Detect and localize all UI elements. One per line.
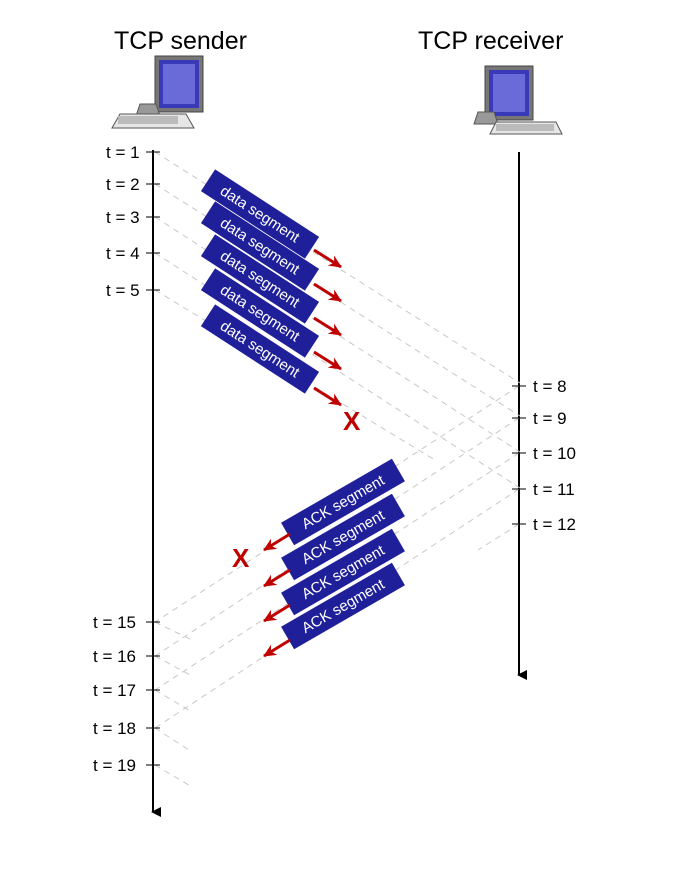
ack-propagation-lines	[154, 385, 520, 788]
sender-title: TCP sender	[114, 27, 247, 55]
sender-tick-label: t = 1	[106, 143, 140, 162]
receiver-tick-label: t = 12	[533, 515, 576, 534]
sender-tick-label: t = 5	[106, 281, 140, 300]
sender-tick-label: t = 2	[106, 175, 140, 194]
sender-tick-label: t = 19	[93, 756, 136, 775]
receiver-computer-icon	[473, 65, 563, 135]
ack-arrow	[263, 532, 291, 552]
ack-arrow	[263, 568, 291, 588]
sender-tick-label: t = 15	[93, 613, 136, 632]
ack-arrow	[263, 603, 291, 623]
sender-tick-label: t = 3	[106, 208, 140, 227]
lost-data-x-mark: X	[343, 406, 361, 436]
sender-tick-label: t = 4	[106, 244, 140, 263]
sender-tick-label: t = 16	[93, 647, 136, 666]
sender-ticks	[146, 151, 160, 766]
data-arrow	[313, 350, 342, 371]
receiver-tick-label: t = 11	[533, 480, 575, 499]
receiver-ticks	[512, 385, 526, 525]
receiver-tick-label: t = 10	[533, 444, 576, 463]
data-arrow	[313, 248, 342, 269]
receiver-title: TCP receiver	[418, 27, 563, 55]
receiver-tick-label: t = 9	[533, 409, 567, 428]
receiver-tick-label: t = 8	[533, 377, 567, 396]
data-arrow	[313, 282, 342, 303]
ack-arrow	[263, 638, 291, 658]
lost-ack-x-mark: X	[232, 543, 250, 573]
sender-tick-label: t = 17	[93, 681, 136, 700]
data-arrow	[313, 386, 342, 407]
sender-tick-label: t = 18	[93, 719, 136, 738]
sender-computer-icon	[111, 55, 204, 129]
data-arrow	[313, 316, 342, 337]
